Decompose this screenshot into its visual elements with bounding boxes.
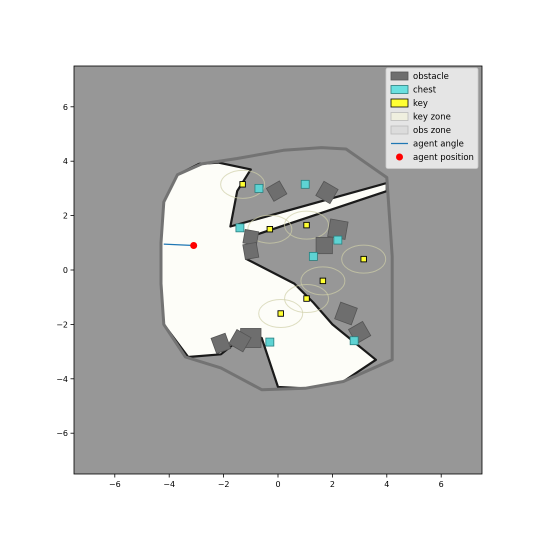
legend: obstacle chest key key zone obs zone agent an… [385,67,479,169]
legend-swatch-chest [390,85,409,94]
x-tick-label: 4 [384,480,389,489]
chest-marker [333,235,343,245]
y-tick-label: 4 [63,157,68,166]
key-zone-contour [220,169,266,199]
y-tick-label: −6 [56,429,68,438]
agent-position-marker [190,242,198,250]
x-tick-label: 2 [330,480,335,489]
obstacle-marker [334,301,358,326]
key-marker [319,277,327,285]
chest-marker [254,183,264,193]
key-marker [303,221,310,229]
map-boundary [159,146,394,392]
chest-marker [349,336,359,346]
legend-label: key [413,99,428,109]
y-tick-label: 2 [63,212,68,221]
obstacle-marker [265,180,288,202]
chest-marker [235,223,245,233]
x-tick-label: −6 [109,480,121,489]
y-tick-label: 6 [63,103,68,112]
key-zone-contour [300,266,346,296]
x-tick-label: 0 [275,480,280,489]
chest-marker [300,179,310,189]
obstacle-marker [315,236,333,255]
key-marker [303,295,310,302]
key-zone-contour [258,299,304,329]
obstacle-marker [242,241,260,260]
legend-label: agent position [413,153,474,163]
legend-label: obstacle [413,72,449,82]
key-marker [266,225,274,233]
key-zone-contour [284,284,330,314]
chest-marker [308,251,318,261]
obstacle-marker [210,332,232,355]
legend-label: chest [413,86,437,96]
obstacle-marker [228,329,252,353]
x-tick-label: 6 [439,480,444,489]
key-zone-contour [341,244,387,274]
legend-label: obs zone [413,126,451,136]
obstacle-marker [315,180,339,205]
key-zone-contour [284,210,330,240]
axis-ticks: −6 −4 −2 0 2 4 6 6 4 2 0 −2 −4 −6 [56,103,444,489]
agent-angle-line [163,243,194,247]
y-tick-label: −2 [56,320,68,329]
legend-swatch-key-zone [390,112,409,121]
legend-box [385,67,479,169]
chest-marker [265,337,275,347]
x-tick-label: −4 [163,480,175,489]
legend-swatch-key [390,98,409,108]
legend-label: key zone [413,113,451,123]
legend-swatch-agent-position [396,153,403,161]
key-marker [239,181,246,188]
legend-swatch-obstacle [390,71,409,81]
key-marker [360,255,367,263]
y-tick-label: 0 [63,266,68,275]
key-marker [277,310,284,317]
x-tick-label: −2 [218,480,230,489]
legend-swatch-obs-zone [390,125,409,135]
y-tick-label: −4 [56,375,68,384]
legend-label: agent angle [413,140,464,150]
key-zone-contour [247,214,293,244]
